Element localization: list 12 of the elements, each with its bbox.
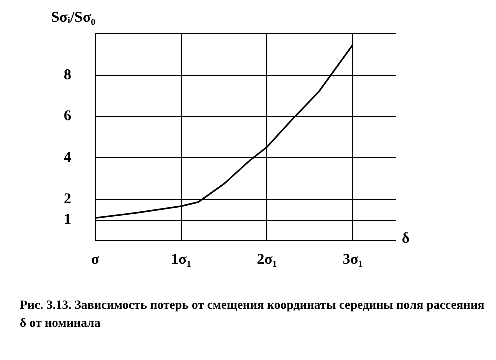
x-tick-label: σ <box>91 252 100 268</box>
y-axis-title: Sσᵢ/Sσ₀ <box>51 10 96 26</box>
x-tick-label: 3σ₁ <box>342 252 364 268</box>
y-tick-label: 4 <box>64 150 72 166</box>
y-tick-label: 2 <box>64 191 72 208</box>
y-tick-label: 1 <box>64 212 72 228</box>
x-tick-label: 2σ₁ <box>257 252 278 268</box>
x-tick-label: 1σ₁ <box>171 252 192 268</box>
text: Рис. 3.13. Зависимость потерь от смещения координаты середины поля рассеяния δ от номинала <box>20 297 486 332</box>
x-axis-title: δ <box>402 230 410 247</box>
y-tick-label: 8 <box>64 67 72 84</box>
y-tick-label: 6 <box>64 108 72 125</box>
